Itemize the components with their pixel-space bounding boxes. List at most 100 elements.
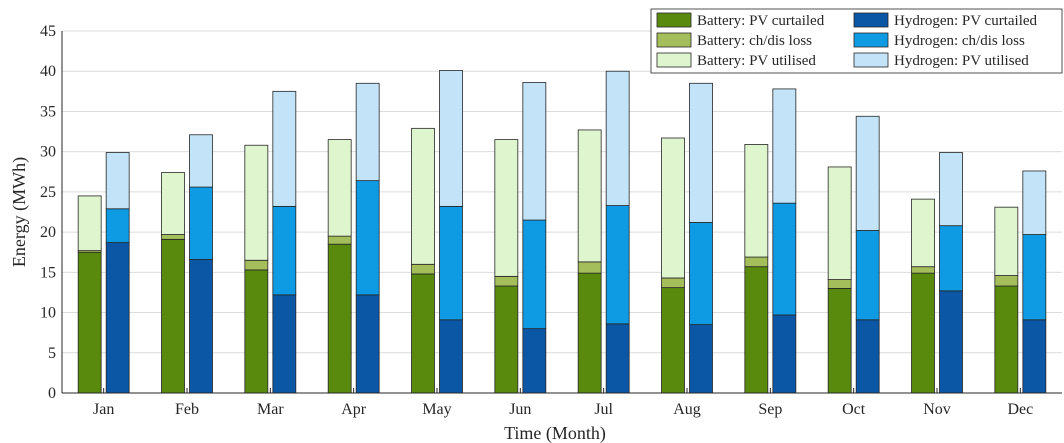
bar-segment [994, 206, 1019, 276]
bar-segment [189, 259, 213, 394]
bar-segment [494, 275, 519, 287]
bar-segment [522, 82, 547, 221]
x-axis-title: Time (Month) [504, 423, 606, 443]
bar-segment [272, 90, 297, 207]
y-tick-label: 45 [40, 23, 56, 40]
legend-swatch [853, 52, 889, 68]
y-tick-label: 15 [40, 264, 56, 281]
legend-swatch [853, 12, 889, 28]
legend-label: Hydrogen: PV utilised [894, 53, 1029, 69]
y-tick-label: 5 [48, 345, 56, 362]
y-axis-title: Energy (MWh) [9, 157, 30, 267]
bar-segment [355, 180, 380, 296]
legend-label: Hydrogen: PV curtailed [894, 13, 1038, 29]
bar-segment [994, 285, 1019, 394]
bar-segment [189, 186, 213, 260]
bar-segment [439, 319, 463, 394]
bar-segment [939, 225, 963, 292]
bar-segment [855, 230, 880, 321]
x-tick-label: Jul [594, 401, 613, 418]
bar-segment [772, 314, 797, 394]
bar-segment [689, 324, 713, 394]
y-tick-label: 30 [40, 144, 56, 161]
bar-segment [272, 205, 297, 296]
legend-label: Hydrogen: ch/dis loss [894, 33, 1025, 49]
legend: Battery: PV curtailed Battery: ch/dis los… [650, 8, 1063, 74]
bar-segment [105, 152, 130, 210]
bar-segment [439, 205, 463, 321]
bar-segment [494, 139, 519, 277]
bar-segment [355, 294, 380, 394]
x-tick-label: Sep [758, 401, 782, 418]
bar-segment [605, 205, 630, 325]
bar-segment [772, 202, 797, 316]
bar-segment [327, 139, 352, 237]
bar-segment [661, 137, 685, 279]
y-tick-label: 10 [40, 305, 56, 322]
axes [61, 31, 1062, 394]
bar-segment [744, 256, 769, 268]
bar-segment [161, 238, 185, 394]
bar-segment [327, 243, 352, 394]
bar-segment [244, 144, 269, 261]
bar-segment [411, 263, 435, 275]
bar-segment [77, 195, 102, 252]
bar-segment [605, 70, 630, 206]
bar-segment [605, 323, 630, 394]
bars [77, 70, 1047, 394]
legend-swatch [853, 32, 889, 48]
bar-segment [77, 251, 102, 394]
bar-segment [272, 294, 297, 394]
bar-segment [522, 328, 547, 394]
x-tick-label: May [422, 401, 451, 418]
bar-segment [577, 129, 602, 263]
bar-segment [827, 279, 852, 289]
bar-segment [661, 287, 685, 394]
bar-segment [355, 82, 380, 182]
bar-segment [855, 319, 880, 394]
bar-segment [105, 208, 130, 243]
bar-segment [161, 234, 185, 240]
x-tick-label: Mar [257, 401, 284, 418]
x-tick-label: Apr [341, 401, 367, 418]
y-tick-label: 35 [40, 103, 56, 120]
x-tick-label: Jun [509, 401, 531, 418]
bar-segment [744, 144, 769, 258]
legend-swatch [656, 32, 692, 48]
bar-segment [827, 288, 852, 394]
bar-segment [1022, 319, 1047, 394]
bar-segment [994, 275, 1019, 287]
bar-segment [689, 222, 713, 326]
y-tick-label: 0 [48, 385, 56, 402]
bar-segment [522, 219, 547, 330]
legend-label: Battery: PV curtailed [697, 13, 825, 29]
bar-segment [439, 70, 463, 207]
y-tick-label: 25 [40, 184, 56, 201]
bar-segment [1022, 170, 1047, 235]
bar-segment [494, 285, 519, 394]
bar-segment [327, 235, 352, 245]
bar-segment [1022, 234, 1047, 321]
legend-swatch [656, 52, 692, 68]
x-tick-label: Feb [175, 401, 199, 418]
bar-segment [411, 273, 435, 394]
x-tick-label: Dec [1007, 401, 1033, 418]
bar-segment [661, 277, 685, 289]
y-tick-label: 40 [40, 63, 56, 80]
bar-segment [577, 261, 602, 274]
bar-segment [939, 290, 963, 394]
bar-segment [855, 115, 880, 231]
x-tick-label: Jan [93, 401, 114, 418]
bar-segment [244, 269, 269, 394]
legend-swatch [656, 12, 692, 28]
bar-segment [911, 266, 935, 274]
bar-segment [189, 134, 213, 188]
bar-segment [577, 272, 602, 394]
bar-segment [105, 242, 130, 394]
bar-segment [939, 152, 963, 227]
tick-labels: 0 5 10 15 20 25 30 35 40 45 Jan Feb Mar Apr May Jun Jul A… [40, 23, 1033, 418]
bar-segment [161, 172, 185, 235]
bar-segment [911, 198, 935, 268]
bar-segment [411, 127, 435, 265]
